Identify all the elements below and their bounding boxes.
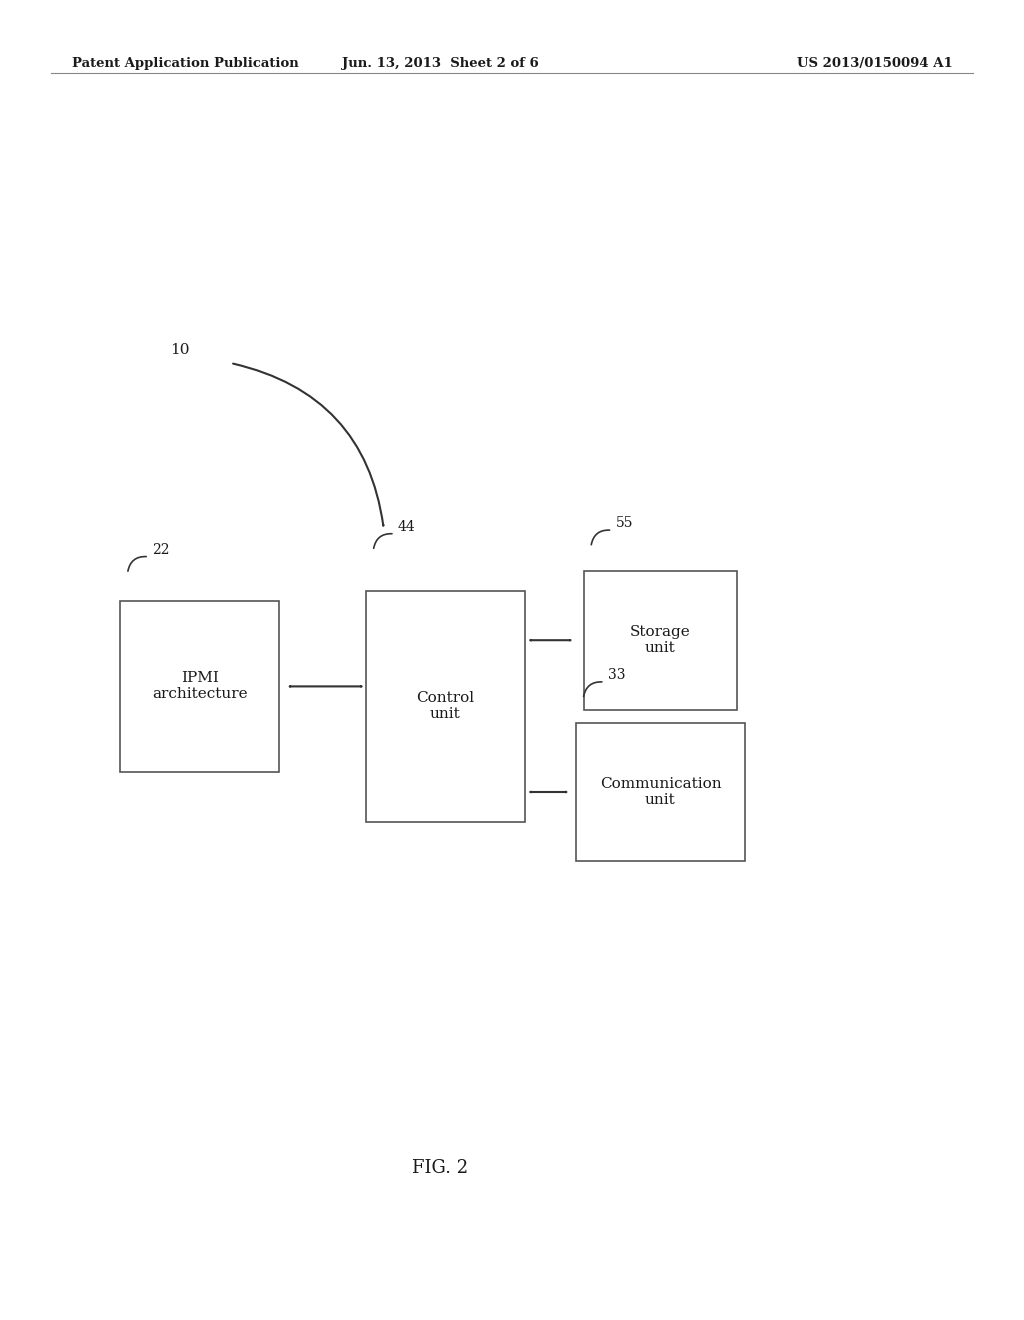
Text: 10: 10 <box>170 343 189 356</box>
Text: Patent Application Publication: Patent Application Publication <box>72 57 298 70</box>
Text: US 2013/0150094 A1: US 2013/0150094 A1 <box>797 57 952 70</box>
Text: FIG. 2: FIG. 2 <box>413 1159 468 1177</box>
Text: Jun. 13, 2013  Sheet 2 of 6: Jun. 13, 2013 Sheet 2 of 6 <box>342 57 539 70</box>
FancyBboxPatch shape <box>367 591 524 821</box>
Text: Communication
unit: Communication unit <box>600 777 721 807</box>
Text: 33: 33 <box>608 668 626 682</box>
FancyArrowPatch shape <box>584 682 602 697</box>
Text: IPMI
architecture: IPMI architecture <box>152 672 248 701</box>
Text: Control
unit: Control unit <box>417 692 474 721</box>
Text: 22: 22 <box>153 543 170 557</box>
Text: 55: 55 <box>615 516 633 531</box>
FancyBboxPatch shape <box>121 601 279 772</box>
Text: Storage
unit: Storage unit <box>630 626 691 655</box>
FancyArrowPatch shape <box>374 533 392 548</box>
FancyBboxPatch shape <box>575 722 745 861</box>
FancyArrowPatch shape <box>128 557 146 572</box>
FancyBboxPatch shape <box>584 570 737 710</box>
Text: 44: 44 <box>397 520 416 533</box>
FancyArrowPatch shape <box>233 363 384 525</box>
FancyArrowPatch shape <box>591 531 609 545</box>
